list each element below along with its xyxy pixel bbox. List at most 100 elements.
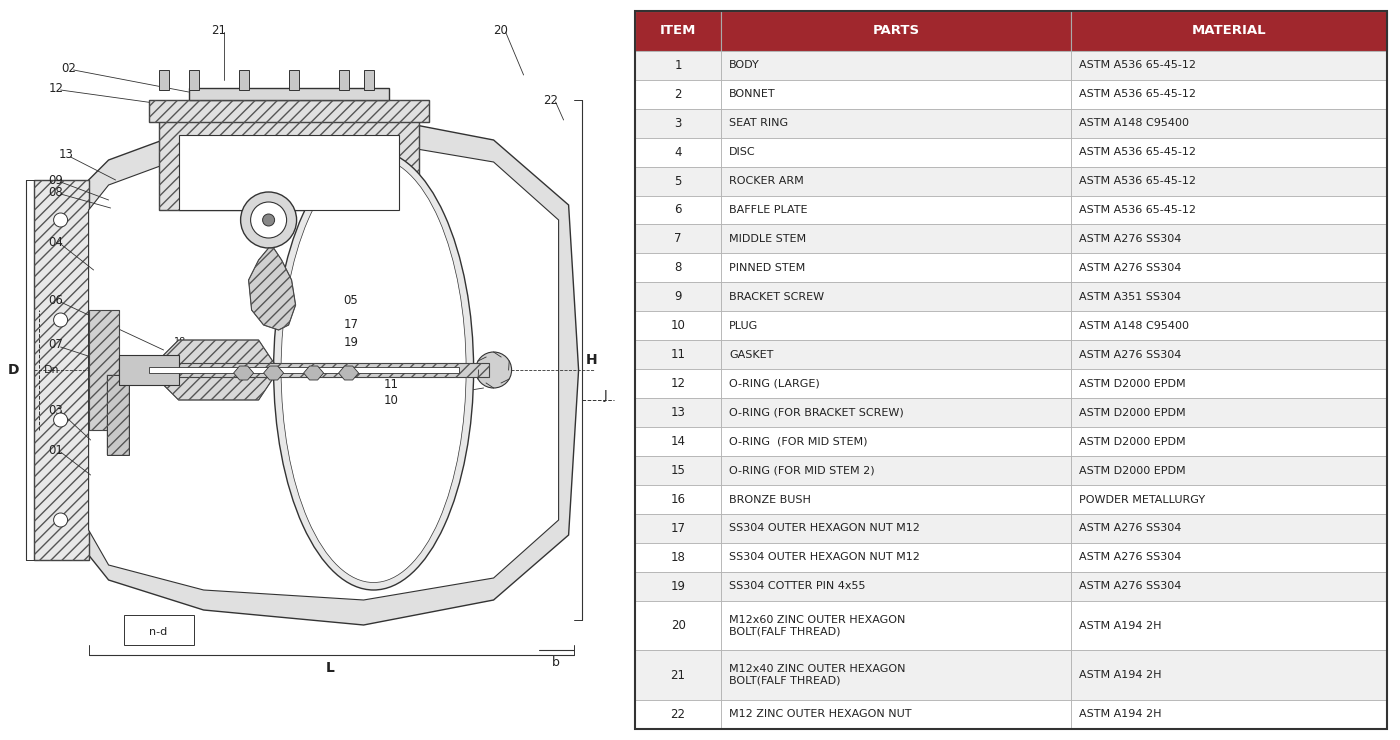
Circle shape xyxy=(263,214,274,226)
Text: 01: 01 xyxy=(49,443,63,457)
Text: ASTM A276 SS304: ASTM A276 SS304 xyxy=(1078,350,1182,360)
Text: 13: 13 xyxy=(59,149,73,161)
Text: SEAT RING: SEAT RING xyxy=(729,118,788,128)
Text: 04: 04 xyxy=(49,235,63,249)
Text: ASTM A276 SS304: ASTM A276 SS304 xyxy=(1078,523,1182,534)
Text: ASTM A194 2H: ASTM A194 2H xyxy=(1078,710,1161,719)
Bar xyxy=(288,70,298,90)
Text: L: L xyxy=(326,661,335,675)
Text: O-RING (FOR BRACKET SCREW): O-RING (FOR BRACKET SCREW) xyxy=(729,408,904,417)
Bar xyxy=(634,340,721,369)
Text: D: D xyxy=(8,363,20,377)
Bar xyxy=(721,80,1071,109)
Text: BODY: BODY xyxy=(729,60,760,70)
Text: POWDER METALLURGY: POWDER METALLURGY xyxy=(1078,494,1205,505)
Text: 11: 11 xyxy=(384,378,399,391)
Text: H: H xyxy=(585,353,598,367)
Text: 12: 12 xyxy=(49,81,63,95)
Text: 17: 17 xyxy=(671,522,686,535)
Text: ASTM A276 SS304: ASTM A276 SS304 xyxy=(1078,263,1182,273)
Text: ASTM D2000 EPDM: ASTM D2000 EPDM xyxy=(1078,379,1186,388)
Bar xyxy=(189,70,199,90)
Text: PARTS: PARTS xyxy=(872,24,920,38)
Text: 14: 14 xyxy=(671,435,686,448)
Text: 20: 20 xyxy=(671,619,686,632)
Bar xyxy=(721,340,1071,369)
Bar xyxy=(119,355,179,385)
Bar xyxy=(634,312,721,340)
Bar xyxy=(1071,109,1387,138)
Bar xyxy=(1071,369,1387,398)
Bar xyxy=(721,51,1071,80)
Bar xyxy=(634,11,721,51)
Text: SS304 OUTER HEXAGON NUT M12: SS304 OUTER HEXAGON NUT M12 xyxy=(729,523,920,534)
Bar xyxy=(238,70,249,90)
Bar xyxy=(189,88,389,100)
Text: 2: 2 xyxy=(675,87,682,101)
Bar xyxy=(1071,485,1387,514)
Bar xyxy=(721,572,1071,601)
Bar xyxy=(634,253,721,283)
Bar xyxy=(123,615,193,645)
Bar xyxy=(106,375,129,455)
Bar xyxy=(1071,283,1387,312)
Text: ASTM A194 2H: ASTM A194 2H xyxy=(1078,670,1161,680)
Bar xyxy=(1071,514,1387,543)
Text: 4: 4 xyxy=(675,146,682,158)
Text: ASTM A351 SS304: ASTM A351 SS304 xyxy=(1078,292,1180,302)
Text: b: b xyxy=(552,656,560,668)
Circle shape xyxy=(53,413,67,427)
Text: ASTM A194 2H: ASTM A194 2H xyxy=(1078,621,1161,630)
Bar xyxy=(1071,650,1387,700)
Text: ASTM A276 SS304: ASTM A276 SS304 xyxy=(1078,234,1182,244)
Text: BRONZE BUSH: BRONZE BUSH xyxy=(729,494,811,505)
Polygon shape xyxy=(249,248,295,330)
Bar xyxy=(1071,166,1387,195)
Text: 3: 3 xyxy=(675,117,682,130)
Text: ASTM A536 65-45-12: ASTM A536 65-45-12 xyxy=(1078,60,1196,70)
Text: 13: 13 xyxy=(671,406,686,419)
Text: 22: 22 xyxy=(671,708,686,721)
Bar xyxy=(634,369,721,398)
Bar xyxy=(634,51,721,80)
Bar xyxy=(634,485,721,514)
Text: ASTM D2000 EPDM: ASTM D2000 EPDM xyxy=(1078,437,1186,447)
Bar xyxy=(339,70,349,90)
Bar xyxy=(721,700,1071,729)
Text: ASTM A276 SS304: ASTM A276 SS304 xyxy=(1078,582,1182,591)
Text: ROCKER ARM: ROCKER ARM xyxy=(729,176,804,186)
Polygon shape xyxy=(88,115,578,625)
Bar xyxy=(721,369,1071,398)
Bar xyxy=(721,11,1071,51)
Text: 17: 17 xyxy=(343,318,358,332)
Bar xyxy=(148,367,459,373)
Bar xyxy=(1071,138,1387,166)
Bar xyxy=(721,427,1071,456)
Bar xyxy=(721,109,1071,138)
Bar xyxy=(721,398,1071,427)
Text: ASTM A536 65-45-12: ASTM A536 65-45-12 xyxy=(1078,205,1196,215)
Text: BONNET: BONNET xyxy=(729,89,776,99)
Bar xyxy=(1071,195,1387,224)
Bar xyxy=(1071,253,1387,283)
Bar xyxy=(148,100,428,122)
Bar xyxy=(34,180,88,560)
Bar xyxy=(634,283,721,312)
Text: 8: 8 xyxy=(675,261,682,275)
Bar xyxy=(119,363,489,377)
Bar xyxy=(634,80,721,109)
Bar xyxy=(634,427,721,456)
Text: 19: 19 xyxy=(343,335,358,349)
Bar xyxy=(634,166,721,195)
Text: ASTM A276 SS304: ASTM A276 SS304 xyxy=(1078,553,1182,562)
Bar xyxy=(721,485,1071,514)
Bar xyxy=(634,650,721,700)
Bar xyxy=(721,456,1071,485)
Text: n-d: n-d xyxy=(150,627,168,637)
Circle shape xyxy=(53,313,67,327)
Text: 12: 12 xyxy=(671,377,686,390)
Text: 18: 18 xyxy=(671,551,686,564)
Bar xyxy=(1071,572,1387,601)
Text: 18: 18 xyxy=(174,337,186,347)
Polygon shape xyxy=(88,140,559,600)
